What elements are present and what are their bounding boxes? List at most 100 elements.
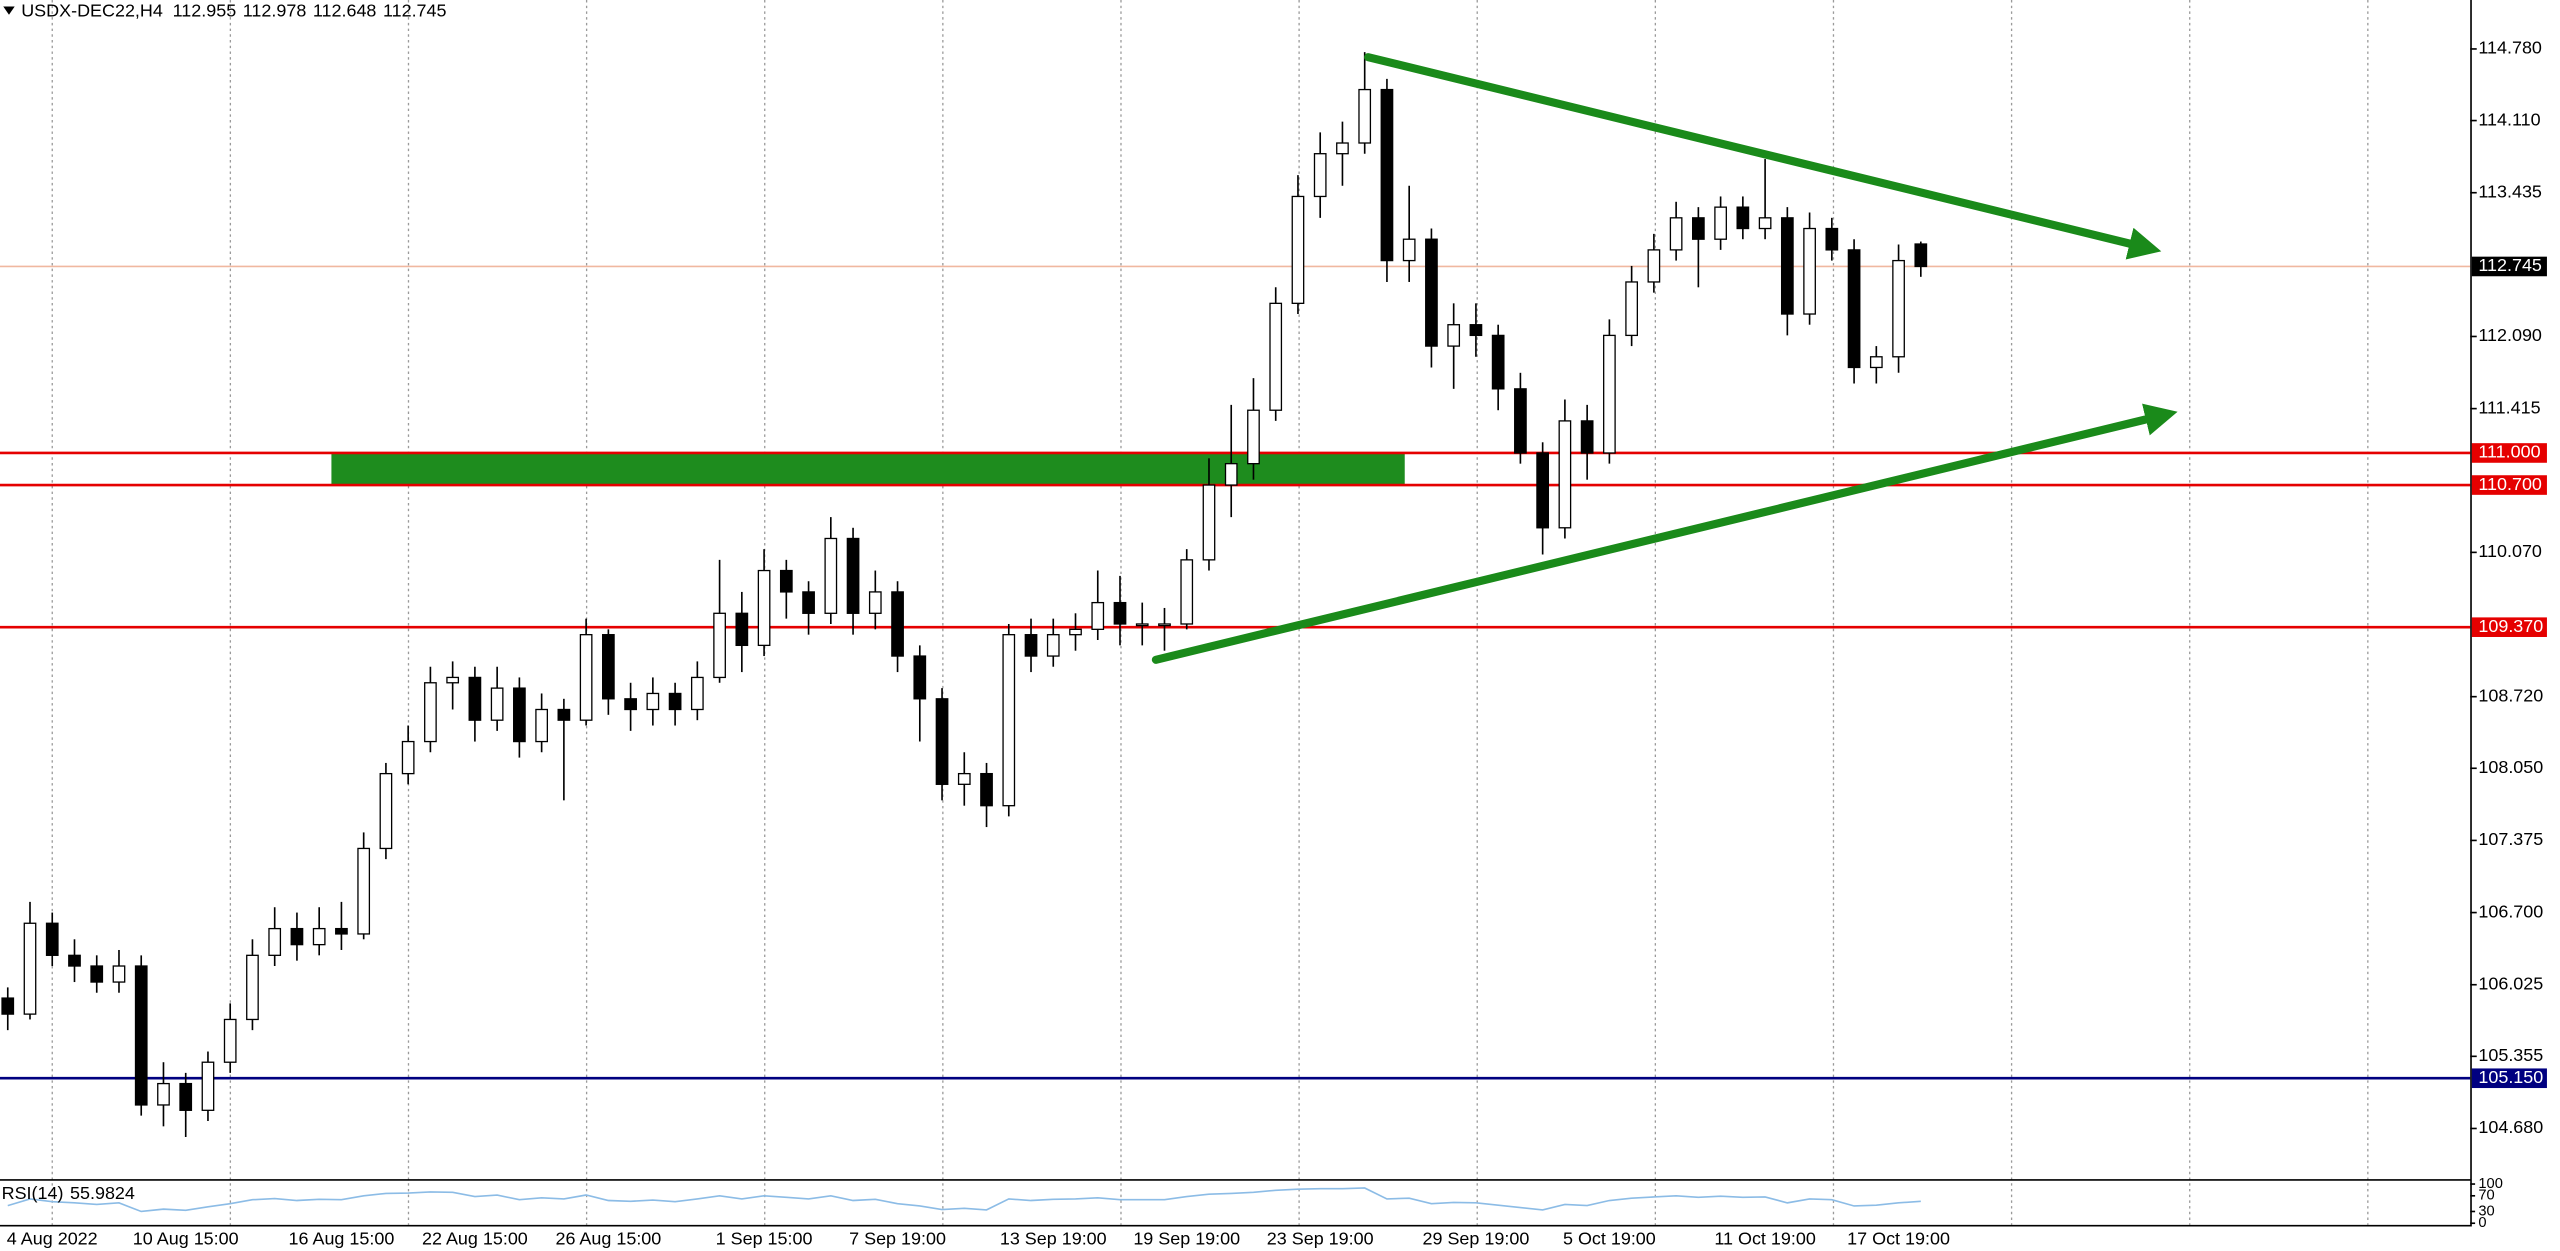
x-tick-label: 7 Sep 19:00 <box>849 1228 946 1248</box>
x-tick-label: 29 Sep 19:00 <box>1423 1228 1530 1248</box>
candle-body <box>557 708 571 721</box>
y-tick-label: 113.435 <box>2478 181 2542 201</box>
candle-body <box>1847 249 1861 369</box>
candle-body <box>1 997 15 1015</box>
candle-body <box>913 655 927 700</box>
candle-body <box>1914 243 1928 268</box>
candle-body <box>1113 601 1127 625</box>
rsi-title: RSI(14) <box>2 1183 64 1203</box>
x-tick-label: 19 Sep 19:00 <box>1133 1228 1240 1248</box>
x-tick-label: 26 Aug 15:00 <box>555 1228 661 1248</box>
candle-body <box>246 954 259 1021</box>
candle-body <box>490 687 504 721</box>
candle-body <box>446 676 460 684</box>
candle-body <box>1402 238 1416 262</box>
candle-body <box>1758 217 1772 230</box>
candle-body <box>1803 227 1816 315</box>
candle-body <box>1069 628 1082 636</box>
candle-body <box>935 698 949 785</box>
candle-body <box>1202 484 1216 561</box>
candle-body <box>1135 623 1149 627</box>
candle-body <box>1491 334 1505 390</box>
candle-body <box>802 591 815 614</box>
y-tick-label: 111.415 <box>2478 397 2540 417</box>
price-label: 105.150 <box>2478 1067 2543 1087</box>
candle-body <box>290 927 304 946</box>
price-label-box <box>2471 443 2547 463</box>
zones <box>331 452 1405 486</box>
rsi-tick-label: 0 <box>2478 1215 2486 1231</box>
candle-body <box>112 965 126 983</box>
candle-body <box>1091 601 1105 630</box>
candle-body <box>68 954 81 967</box>
header-low: 112.648 <box>313 0 377 20</box>
y-tick-label: 108.720 <box>2478 685 2543 705</box>
candle-body <box>1625 281 1638 337</box>
price-label: 111.000 <box>2478 442 2540 462</box>
candle-body <box>312 927 326 946</box>
candle-body <box>157 1082 170 1106</box>
candle-body <box>468 676 482 721</box>
candle-body <box>1692 217 1705 240</box>
candle-body <box>713 612 726 679</box>
symbol-title: USDX-DEC22,H4 <box>21 0 163 20</box>
price-label-box <box>2471 1068 2547 1089</box>
candle-body <box>846 537 860 614</box>
x-tick-label: 5 Oct 19:00 <box>1563 1228 1656 1248</box>
x-tick-label: 11 Oct 19:00 <box>1714 1228 1815 1248</box>
support-trendline <box>1151 403 2178 664</box>
candle-body <box>1336 142 1349 155</box>
y-tick-label: 108.050 <box>2478 757 2543 777</box>
axes: 114.780 114.110 113.435 112.090 111.415 110.0… <box>7 38 2547 1248</box>
x-tick-label: 16 Aug 15:00 <box>289 1228 395 1248</box>
symbol-header: USDX-DEC22,H4 112.955 112.978 112.648 112.74… <box>21 0 446 20</box>
x-tick-label: 23 Sep 19:00 <box>1267 1228 1374 1248</box>
y-tick-label: 114.110 <box>2478 109 2540 129</box>
rsi-tick-label: 30 <box>2478 1203 2494 1219</box>
x-tick-label: 10 Aug 15:00 <box>133 1228 239 1248</box>
candle-body <box>1780 217 1794 315</box>
candle-body <box>1358 88 1372 144</box>
y-tick-label: 114.780 <box>2478 38 2542 58</box>
frame <box>0 0 2472 1227</box>
price-label: 109.370 <box>2478 616 2543 636</box>
candle-body <box>735 612 749 647</box>
header-high: 112.978 <box>243 0 307 20</box>
current-price-box <box>2471 256 2547 277</box>
candle-body <box>602 634 615 700</box>
x-tick-label: 17 Oct 19:00 <box>1847 1228 1950 1248</box>
y-tick-label: 106.700 <box>2478 901 2543 921</box>
candle-body <box>1514 388 1527 454</box>
y-tick-label: 104.680 <box>2478 1117 2543 1137</box>
candle-body <box>1224 463 1238 486</box>
candle-body <box>1046 634 1060 657</box>
candle-body <box>1647 249 1661 283</box>
candles <box>1 52 1928 1138</box>
candle-body <box>757 569 771 647</box>
candle-body <box>1425 238 1438 347</box>
current-price-label: 112.745 <box>2478 255 2542 275</box>
x-tick-label: 13 Sep 19:00 <box>1000 1228 1107 1248</box>
candle-body <box>1380 88 1394 262</box>
candle-body <box>1269 302 1283 411</box>
candle-body <box>268 927 282 956</box>
candle-body <box>891 591 904 657</box>
rsi-last-value: 55.9824 <box>70 1183 135 1203</box>
candle-body <box>1247 409 1260 465</box>
candle-body <box>201 1061 215 1111</box>
menu-triangle[interactable] <box>3 6 15 15</box>
candle-body <box>1158 623 1171 627</box>
price-label: 110.700 <box>2478 474 2542 494</box>
trendlines <box>1151 53 2178 664</box>
header-close: 112.745 <box>383 0 447 20</box>
candle-body <box>1714 206 1727 240</box>
candle-body <box>90 965 104 983</box>
candle-body <box>1024 634 1038 657</box>
rsi-header: RSI(14) 55.9824 <box>2 1183 135 1203</box>
candle-body <box>335 927 348 935</box>
candle-body <box>1580 420 1594 454</box>
candle-body <box>690 676 704 711</box>
price-label-box <box>2471 617 2547 637</box>
